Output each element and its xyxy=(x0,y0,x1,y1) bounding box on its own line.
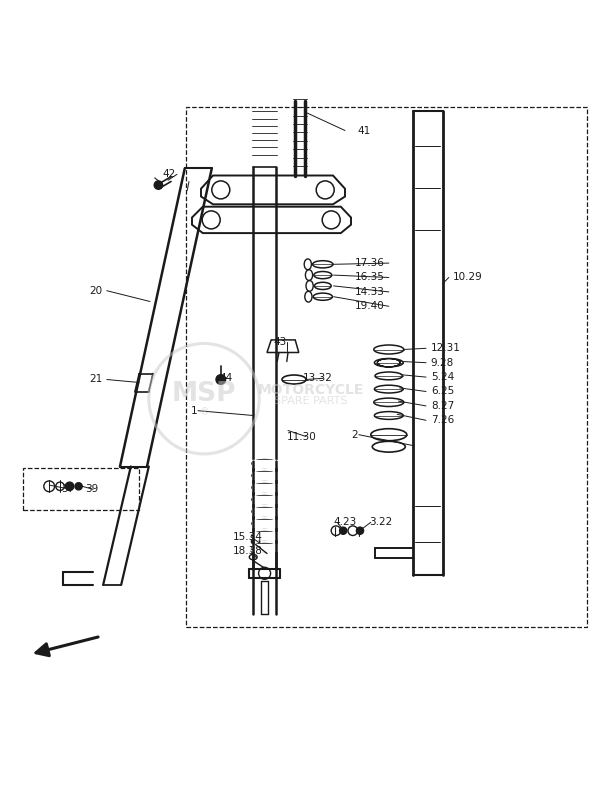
Text: 19.40: 19.40 xyxy=(355,301,385,312)
Circle shape xyxy=(216,374,226,384)
Circle shape xyxy=(356,527,364,534)
Circle shape xyxy=(75,483,82,490)
Text: 8.27: 8.27 xyxy=(431,401,454,411)
Circle shape xyxy=(154,181,163,189)
Text: 44: 44 xyxy=(219,374,232,383)
Text: 9.28: 9.28 xyxy=(431,358,454,368)
Text: 14.33: 14.33 xyxy=(355,287,385,297)
Circle shape xyxy=(340,527,347,534)
Bar xyxy=(186,107,587,626)
Text: 37: 37 xyxy=(61,484,74,494)
Text: 4.23: 4.23 xyxy=(333,518,356,527)
Text: 6.25: 6.25 xyxy=(431,386,454,397)
Text: MSP: MSP xyxy=(172,381,236,407)
Text: 7.26: 7.26 xyxy=(431,415,454,425)
Text: 39: 39 xyxy=(85,484,98,494)
Text: 12.31: 12.31 xyxy=(431,343,461,353)
Text: 3.22: 3.22 xyxy=(369,518,392,527)
Text: 5.24: 5.24 xyxy=(431,372,454,382)
Text: 43: 43 xyxy=(273,337,286,347)
Text: 42: 42 xyxy=(162,169,175,180)
Text: 41: 41 xyxy=(357,126,370,135)
Text: MOTORCYCLE: MOTORCYCLE xyxy=(257,383,364,398)
Text: 17.36: 17.36 xyxy=(355,258,385,268)
Text: 1: 1 xyxy=(191,405,197,416)
Text: 11.30: 11.30 xyxy=(287,432,317,441)
Circle shape xyxy=(65,482,74,491)
Bar xyxy=(23,468,139,510)
Text: 16.35: 16.35 xyxy=(355,273,385,282)
Text: SPARE PARTS: SPARE PARTS xyxy=(274,396,347,406)
Text: 18.38: 18.38 xyxy=(233,546,263,556)
Text: ®: ® xyxy=(199,407,209,417)
Text: 20: 20 xyxy=(89,285,102,296)
Text: 13.32: 13.32 xyxy=(303,374,333,383)
Text: 10.29: 10.29 xyxy=(453,273,483,282)
Text: 15.34: 15.34 xyxy=(233,532,263,541)
Text: 2: 2 xyxy=(351,430,358,440)
Text: 21: 21 xyxy=(89,374,102,385)
